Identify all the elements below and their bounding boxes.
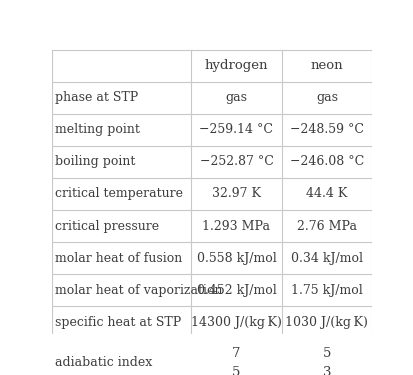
Text: 5: 5 xyxy=(323,347,331,360)
Text: −246.08 °C: −246.08 °C xyxy=(290,155,364,168)
Text: 1030 J/(kg K): 1030 J/(kg K) xyxy=(285,316,368,329)
Text: boiling point: boiling point xyxy=(55,155,136,168)
Text: gas: gas xyxy=(225,91,247,104)
Text: −259.14 °C: −259.14 °C xyxy=(199,123,273,136)
Text: 1.75 kJ/mol: 1.75 kJ/mol xyxy=(291,284,363,297)
Text: 3: 3 xyxy=(323,366,331,375)
Text: specific heat at STP: specific heat at STP xyxy=(55,316,182,329)
Text: 7: 7 xyxy=(232,347,241,360)
Text: 0.34 kJ/mol: 0.34 kJ/mol xyxy=(291,252,363,265)
Text: 14300 J/(kg K): 14300 J/(kg K) xyxy=(191,316,282,329)
Text: 32.97 K: 32.97 K xyxy=(212,188,261,201)
Text: melting point: melting point xyxy=(55,123,140,136)
Text: gas: gas xyxy=(316,91,338,104)
Text: 0.558 kJ/mol: 0.558 kJ/mol xyxy=(197,252,276,265)
Text: −248.59 °C: −248.59 °C xyxy=(290,123,364,136)
Text: phase at STP: phase at STP xyxy=(55,91,139,104)
Text: 0.452 kJ/mol: 0.452 kJ/mol xyxy=(197,284,276,297)
Text: molar heat of fusion: molar heat of fusion xyxy=(55,252,183,265)
Text: 5: 5 xyxy=(232,366,241,375)
Text: molar heat of vaporization: molar heat of vaporization xyxy=(55,284,223,297)
Text: critical temperature: critical temperature xyxy=(55,188,183,201)
Text: 44.4 K: 44.4 K xyxy=(306,188,348,201)
Text: −252.87 °C: −252.87 °C xyxy=(199,155,273,168)
Text: 1.293 MPa: 1.293 MPa xyxy=(202,220,271,232)
Text: critical pressure: critical pressure xyxy=(55,220,159,232)
Text: hydrogen: hydrogen xyxy=(205,59,268,72)
Text: neon: neon xyxy=(311,59,343,72)
Text: 2.76 MPa: 2.76 MPa xyxy=(297,220,357,232)
Text: adiabatic index: adiabatic index xyxy=(55,357,153,369)
